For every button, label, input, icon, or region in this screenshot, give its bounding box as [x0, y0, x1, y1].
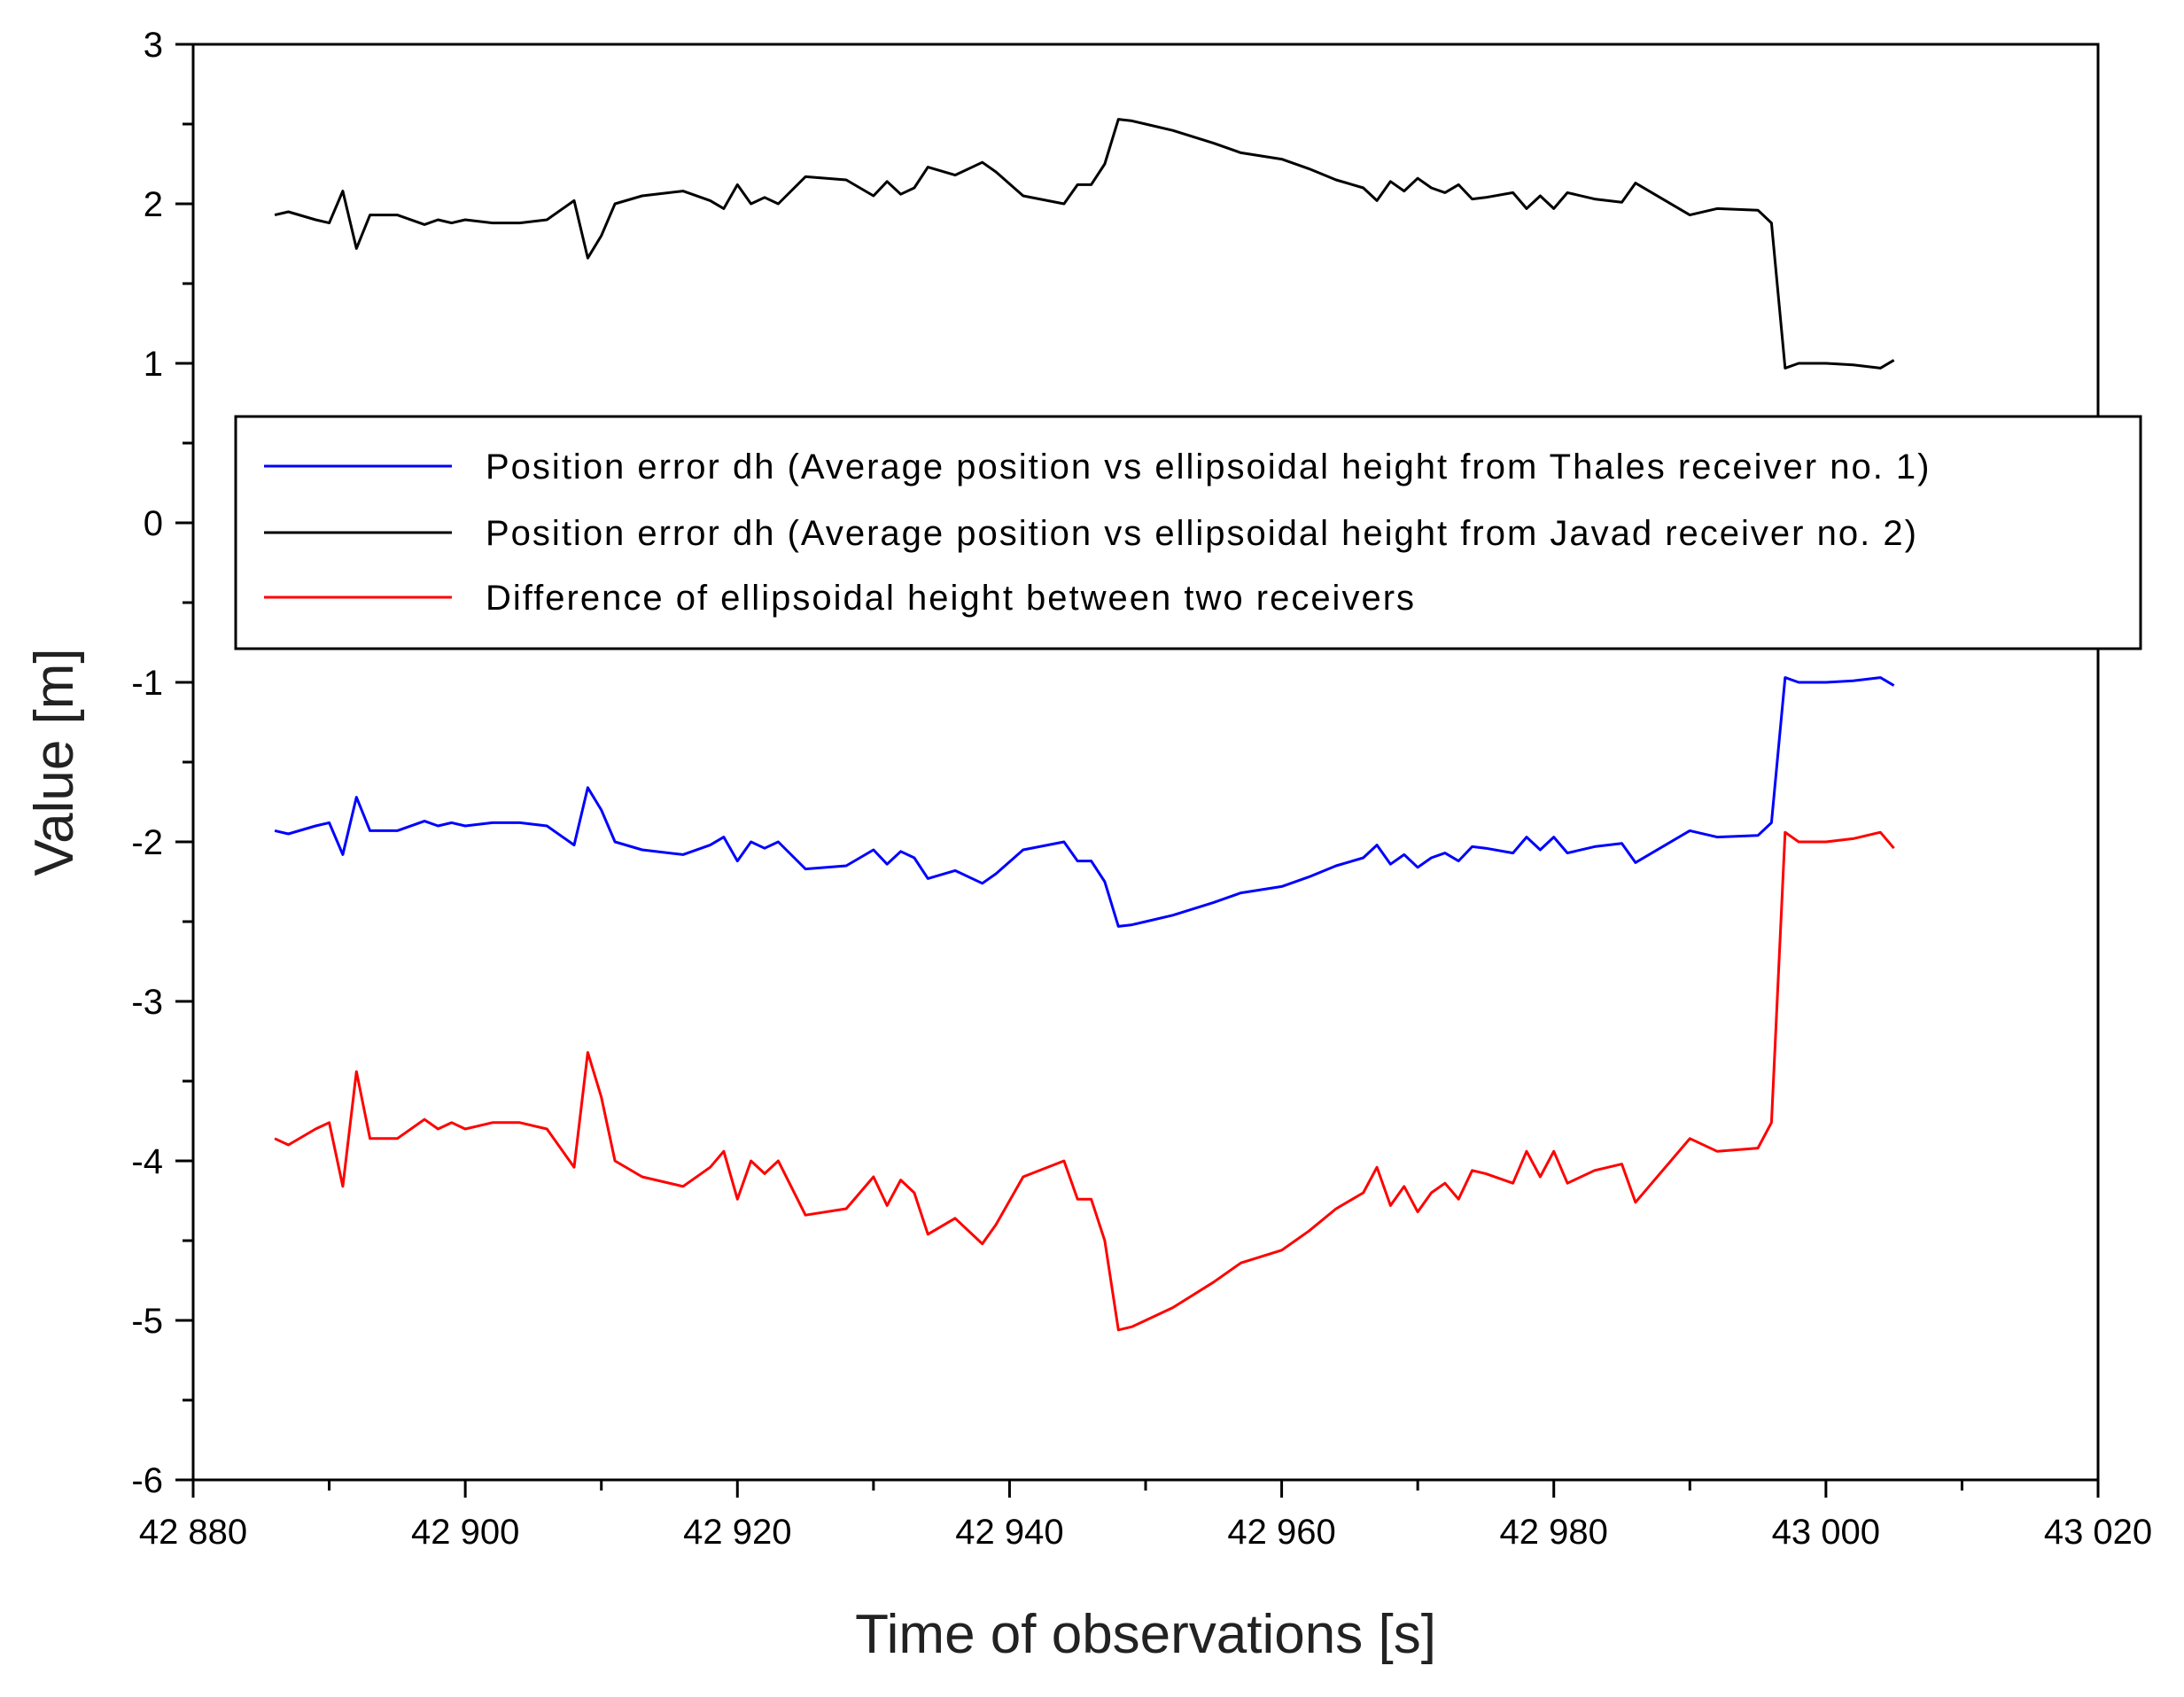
- x-tick-label: 42 900: [411, 1513, 519, 1552]
- y-tick-label: 2: [144, 185, 163, 224]
- y-tick-label: -4: [131, 1142, 163, 1181]
- x-tick-label: 42 960: [1227, 1513, 1335, 1552]
- x-tick-label: 43 020: [2044, 1513, 2152, 1552]
- legend-box: [234, 415, 2142, 650]
- x-tick-label: 42 980: [1500, 1513, 1608, 1552]
- x-tick-label: 42 920: [683, 1513, 791, 1552]
- y-tick-label: -1: [131, 664, 163, 703]
- y-tick-label: -6: [131, 1461, 163, 1500]
- x-tick-label: 42 880: [139, 1513, 247, 1552]
- x-axis-title: Time of observations [s]: [855, 1604, 1436, 1665]
- axis-ticks: [175, 43, 2100, 1498]
- series-line-difference: [274, 830, 1895, 1332]
- legend-label-thales: Position error dh (Average position vs e…: [486, 448, 1931, 487]
- legend-label-javad: Position error dh (Average position vs e…: [486, 514, 1918, 553]
- series-line-javad: [274, 118, 1895, 370]
- legend-label-difference: Difference of ellipsoidal height between…: [486, 579, 1416, 618]
- x-tick-label: 42 940: [955, 1513, 1063, 1552]
- y-tick-labels: 3 2 1 0 -1 -2 -3 -4 -5 -6: [131, 26, 163, 1500]
- x-tick-label: 43 000: [1772, 1513, 1880, 1552]
- series-lines: [274, 118, 1895, 1332]
- y-tick-label: 1: [144, 345, 163, 384]
- y-tick-label: -5: [131, 1302, 163, 1341]
- y-tick-label: -2: [131, 823, 163, 862]
- y-tick-label: -3: [131, 983, 163, 1022]
- series-line-thales: [274, 676, 1895, 928]
- y-tick-label: 0: [144, 504, 163, 543]
- y-axis-title: Value [m]: [24, 648, 85, 876]
- x-tick-labels: 42 880 42 900 42 920 42 940 42 960 42 980 43 0…: [139, 1513, 2152, 1552]
- legend: Position error dh (Average position vs e…: [234, 415, 2142, 650]
- y-tick-label: 3: [144, 26, 163, 65]
